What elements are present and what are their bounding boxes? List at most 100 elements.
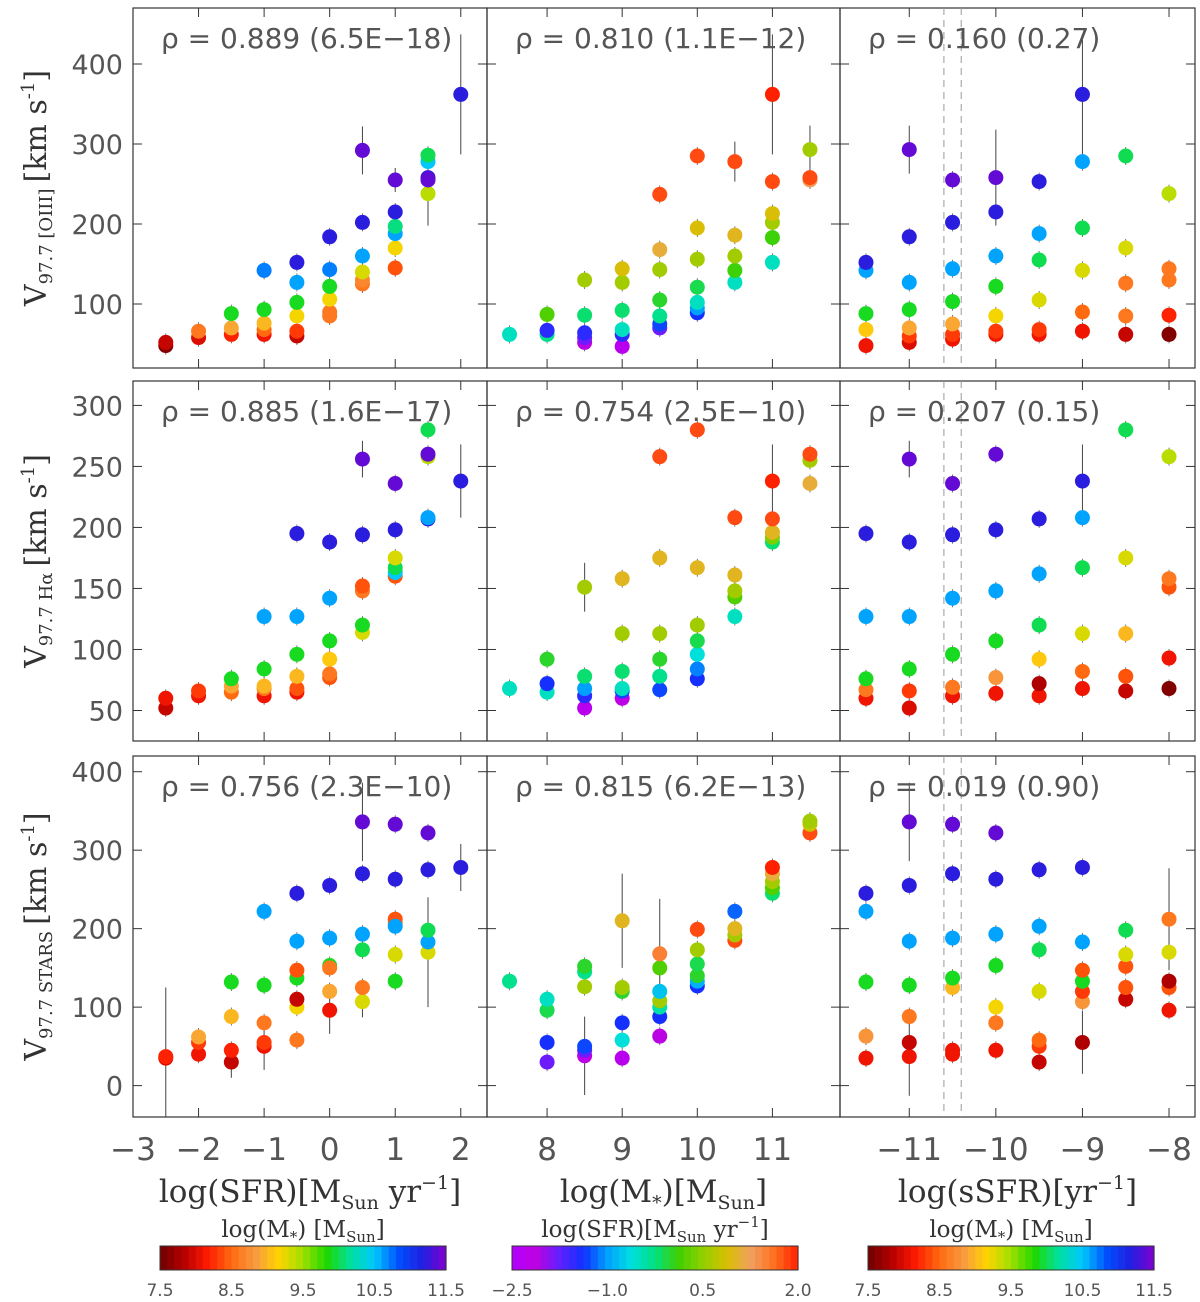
x-tick-label: −8 <box>1146 1132 1192 1168</box>
y-tick-label: 300 <box>71 391 123 422</box>
colorbar-frame <box>159 1245 447 1271</box>
data-point <box>322 291 338 307</box>
colorbar-tick-label: 8.5 <box>218 1281 245 1301</box>
colorbar-swatch <box>231 1246 240 1270</box>
data-point <box>1031 292 1047 308</box>
x-label-text: log(SFR)[M <box>159 1174 342 1210</box>
x-label-exponent: −1 <box>1097 1172 1125 1194</box>
data-point <box>901 274 917 290</box>
colorbar-swatch <box>640 1246 649 1270</box>
x-label-text: ] <box>755 1174 767 1210</box>
correlation-annotation: ρ = 0.207 (0.15) <box>868 395 1100 428</box>
data-point <box>256 315 272 331</box>
data-point <box>901 1049 917 1065</box>
colorbar-swatch <box>875 1246 883 1270</box>
data-point <box>652 1028 668 1044</box>
data-point <box>858 338 874 354</box>
data-point <box>453 859 469 875</box>
data-point <box>652 682 668 698</box>
data-point <box>614 274 630 290</box>
data-point <box>256 262 272 278</box>
y-label-unit-close: ] <box>19 70 54 82</box>
data-point <box>1031 862 1047 878</box>
y-label-unit: [km s <box>19 99 54 182</box>
colorbar-swatch <box>252 1246 261 1270</box>
data-point <box>1074 473 1090 489</box>
x-label-text: log(M <box>560 1174 652 1210</box>
data-point <box>289 308 305 324</box>
data-point <box>387 816 403 832</box>
y-label-symbol: V <box>19 645 54 669</box>
data-point <box>858 322 874 338</box>
data-point <box>289 962 305 978</box>
data-point <box>1031 676 1047 692</box>
colorbar-swatch <box>1025 1246 1034 1270</box>
data-point <box>1074 626 1090 642</box>
colorbar-swatch <box>996 1246 1005 1270</box>
x-axis-label: log(sSFR)[yr−1] <box>898 1172 1137 1210</box>
data-point <box>1118 326 1134 342</box>
data-point <box>764 511 780 527</box>
colorbar-swatch <box>925 1246 933 1270</box>
colorbar-swatch <box>1003 1246 1012 1270</box>
data-point <box>577 272 593 288</box>
data-point <box>539 1002 555 1018</box>
data-point <box>577 958 593 974</box>
colorbar-mass-2: log(M*) [MSun] 7.5 8.5 9.5 10.5 11.5 <box>854 1217 1172 1301</box>
data-point <box>289 885 305 901</box>
data-point <box>322 960 338 976</box>
colorbar-tick-label: −1.0 <box>587 1281 628 1301</box>
colorbar-swatch <box>989 1246 998 1270</box>
x-tick-label: 2 <box>451 1132 471 1168</box>
data-point <box>289 668 305 684</box>
data-point <box>420 825 436 841</box>
colorbar-swatch <box>1139 1246 1148 1270</box>
x-tick-label: −9 <box>1060 1132 1106 1168</box>
data-point <box>652 262 668 278</box>
data-point <box>1031 688 1047 704</box>
colorbar-title-text: ] <box>376 1217 385 1243</box>
data-point <box>502 973 518 989</box>
data-point <box>256 903 272 919</box>
colorbar-swatch <box>245 1246 254 1270</box>
colorbar-swatch <box>903 1246 912 1270</box>
data-point <box>223 320 239 336</box>
data-point <box>652 550 668 566</box>
data-point <box>802 476 818 492</box>
data-point <box>387 218 403 234</box>
data-point <box>354 451 370 467</box>
colorbar-swatch <box>410 1246 418 1270</box>
data-point <box>420 862 436 878</box>
data-point <box>1074 663 1090 679</box>
data-point <box>354 926 370 942</box>
data-point <box>945 294 961 310</box>
panel-stars-sfr: 0 100 200 300 400 ρ = 0.756 (2.3E−10) −3 −2 −1 0 1… <box>71 755 488 1168</box>
panel-ha-mass: ρ = 0.754 (2.5E−10) <box>486 380 841 742</box>
data-point <box>988 204 1004 220</box>
x-label-subscript: Sun <box>718 1192 756 1214</box>
y-tick-label: 400 <box>71 758 123 789</box>
data-point <box>1161 307 1177 323</box>
colorbar-swatch <box>953 1246 962 1270</box>
colorbar-swatch <box>353 1246 361 1270</box>
data-point <box>1074 262 1090 278</box>
data-point <box>1118 980 1134 996</box>
data-point <box>901 1009 917 1025</box>
y-tick-label: 200 <box>71 915 123 946</box>
y-label-unit: [km s <box>19 842 54 925</box>
correlation-annotation: ρ = 0.019 (0.90) <box>868 770 1100 803</box>
data-point <box>614 571 630 587</box>
data-point <box>614 1050 630 1066</box>
colorbar-swatch <box>1089 1246 1098 1270</box>
data-point <box>988 583 1004 599</box>
data-point <box>387 476 403 492</box>
data-point <box>945 527 961 543</box>
data-point <box>1161 326 1177 342</box>
data-point <box>901 302 917 318</box>
data-point <box>1074 1034 1090 1050</box>
colorbar-tick-label: 9.5 <box>289 1281 316 1301</box>
colorbar-swatch <box>776 1246 785 1270</box>
colorbar-swatch <box>882 1246 891 1270</box>
colorbar-swatch <box>576 1246 585 1270</box>
data-point <box>945 970 961 986</box>
